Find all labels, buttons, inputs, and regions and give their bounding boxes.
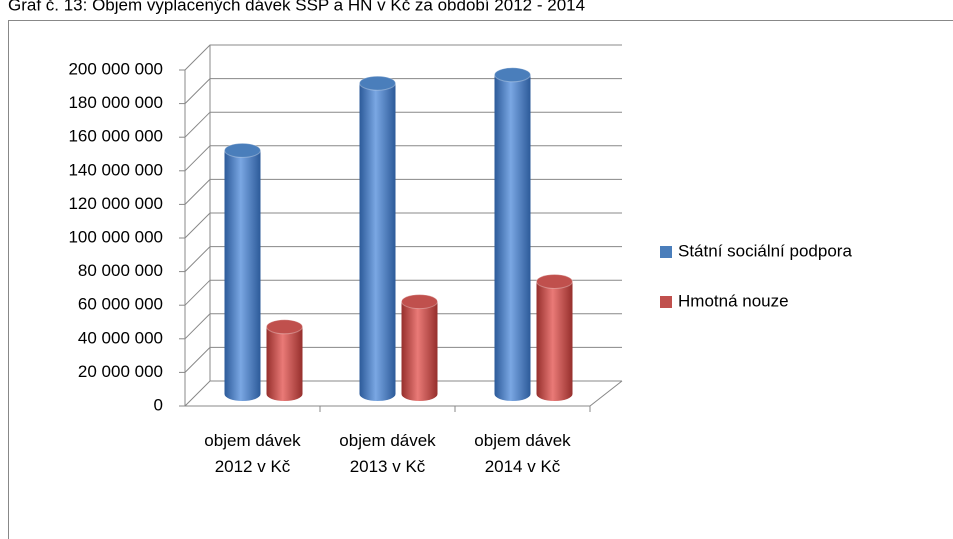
y-tick-label: 200 000 000	[68, 59, 163, 78]
chart-frame	[8, 20, 953, 539]
bar	[536, 273, 573, 401]
bar-body	[536, 281, 573, 394]
grid-line	[184, 346, 622, 373]
grid-line	[184, 246, 622, 272]
chart-title: Graf č. 13: Objem vyplacených dávek SSP …	[8, 0, 585, 14]
bar-base	[401, 387, 438, 401]
bar	[494, 67, 531, 401]
y-tick-label: 100 000 000	[68, 227, 163, 246]
y-tick-label: 20 000 000	[78, 362, 163, 381]
grid-line	[184, 78, 622, 104]
legend-swatch	[660, 296, 672, 308]
bar-top	[224, 142, 261, 158]
grid-line	[184, 279, 622, 306]
grid-line	[184, 313, 622, 340]
x-tick-label: objem dávek 2013 v Kč	[339, 431, 436, 476]
bar-base	[494, 387, 531, 401]
bar-base	[536, 387, 573, 401]
bar-top	[494, 67, 531, 83]
grid-line	[184, 111, 622, 138]
bar	[359, 75, 396, 401]
grid-line	[184, 44, 622, 71]
bar-base	[359, 387, 396, 401]
grid-line	[184, 212, 622, 239]
bar-body	[359, 83, 396, 394]
bar	[401, 294, 438, 401]
legend-swatch	[660, 246, 672, 258]
legend-label: Státní sociální podpora	[678, 241, 852, 260]
x-tick-label: objem dávek 2012 v Kč	[204, 431, 301, 476]
bar-top	[266, 319, 303, 335]
y-tick-label: 120 000 000	[68, 194, 163, 213]
bar-body	[401, 301, 438, 394]
bar-body	[224, 150, 261, 394]
bar-top	[536, 273, 573, 289]
y-tick-label: 140 000 000	[68, 160, 163, 179]
bar	[266, 319, 303, 401]
bar-base	[224, 387, 261, 401]
bar-base	[266, 387, 303, 401]
bar-body	[494, 74, 531, 395]
y-tick-label: 80 000 000	[78, 261, 163, 280]
grid-line	[184, 178, 622, 205]
grid-line	[184, 380, 622, 407]
x-tick-label: objem dávek 2014 v Kč	[474, 431, 571, 476]
y-tick-label: 180 000 000	[68, 93, 163, 112]
bar-body	[266, 326, 303, 394]
legend-label: Hmotná nouze	[678, 291, 789, 310]
y-tick-label: 0	[154, 395, 163, 414]
bar-top	[401, 294, 438, 310]
bar	[224, 142, 261, 401]
bar-top	[359, 75, 396, 91]
y-tick-label: 60 000 000	[78, 295, 163, 314]
y-tick-label: 40 000 000	[78, 328, 163, 347]
y-tick-label: 160 000 000	[68, 127, 163, 146]
grid-line	[184, 145, 622, 172]
